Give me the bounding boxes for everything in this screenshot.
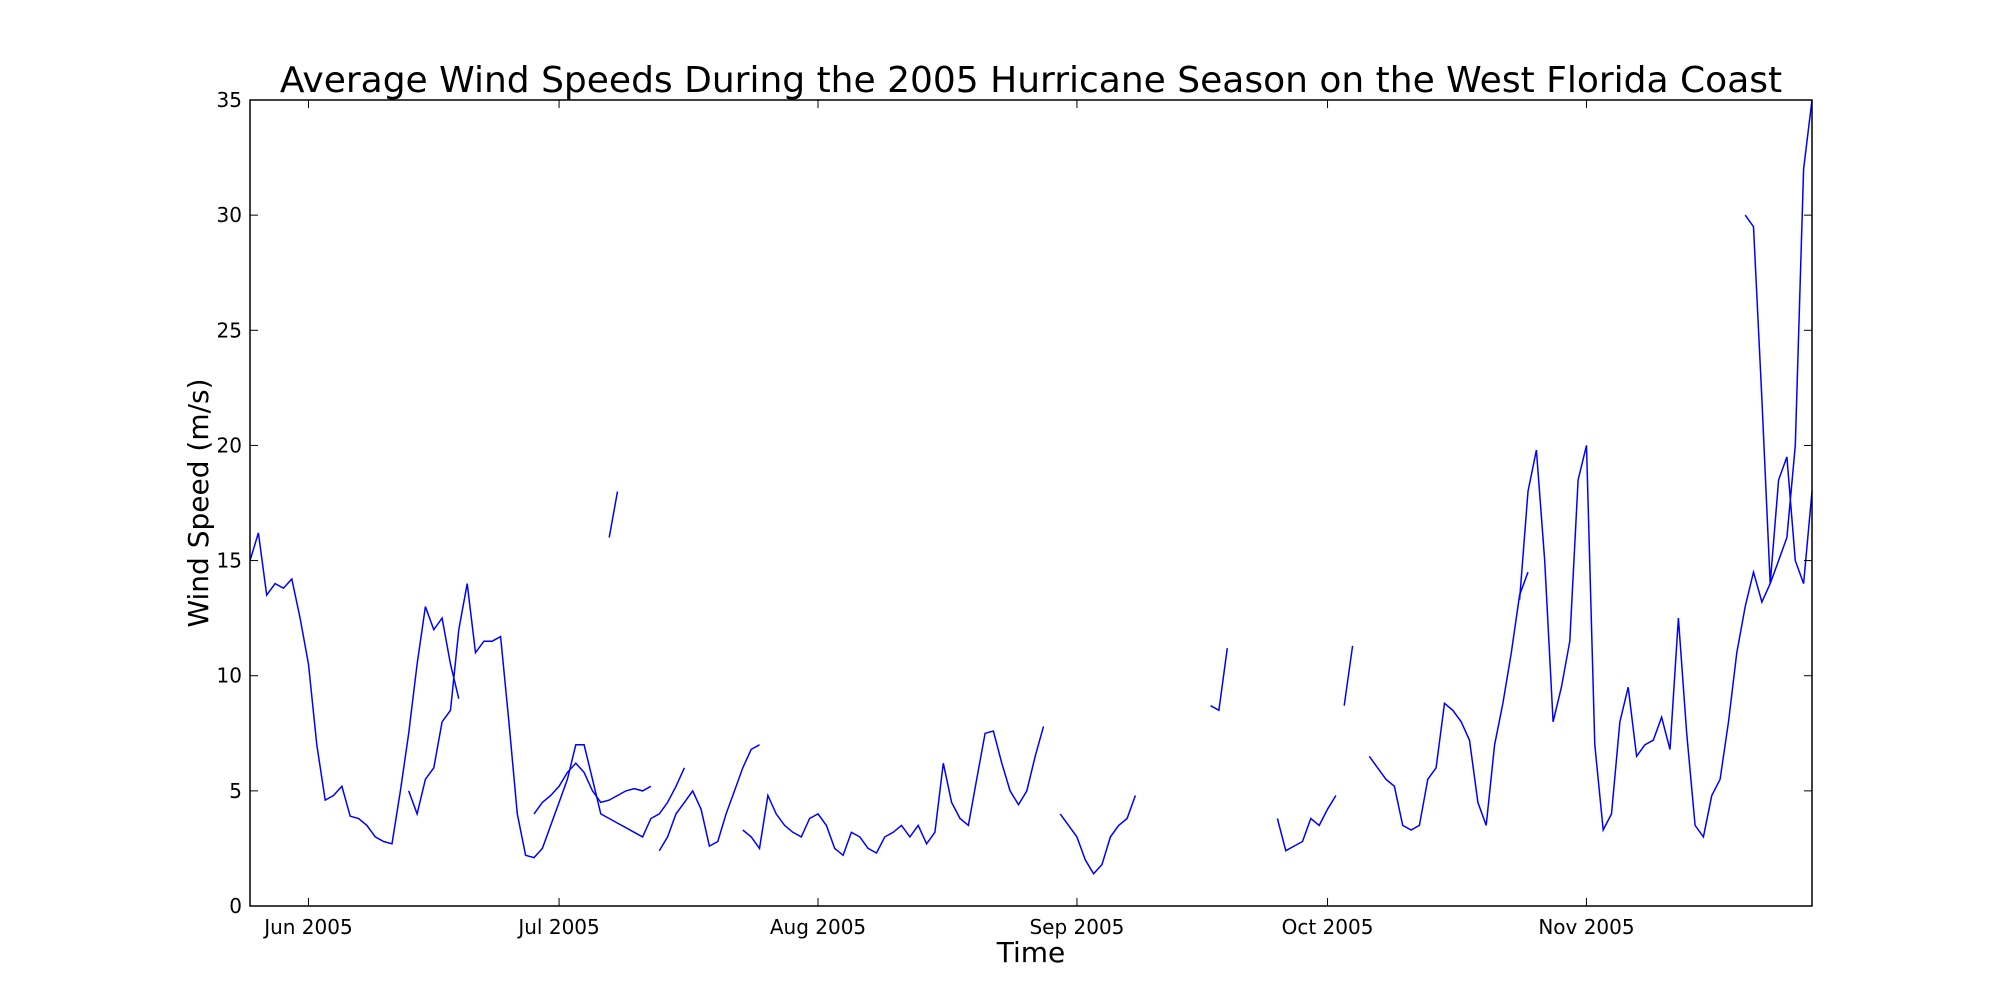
- plot-frame: [249, 99, 1813, 907]
- series-line-segment: [1059, 795, 1137, 876]
- y-tick-label: 15: [217, 549, 242, 573]
- y-tick-label: 30: [217, 203, 242, 227]
- ticks-layer: Jun 2005 Jul 2005 Aug 2005 Sep 2005 Oct 2005…: [217, 88, 1812, 939]
- series-line-segment: [1210, 647, 1229, 712]
- series-line-segment: [1744, 214, 1813, 584]
- series-line-segment: [1276, 795, 1337, 852]
- series-line-segment: [608, 491, 619, 538]
- x-tick-label: Oct 2005: [1282, 915, 1374, 939]
- series-line-segment: [407, 583, 686, 859]
- x-tick-label: Jul 2005: [516, 915, 599, 939]
- y-tick-label: 5: [229, 779, 242, 803]
- series-line-segment: [533, 762, 652, 815]
- y-axis-label: Wind Speed (m/s): [182, 378, 215, 627]
- chart-title: Average Wind Speeds During the 2005 Hurr…: [280, 60, 1782, 101]
- x-tick-label: Jun 2005: [262, 915, 353, 939]
- x-tick-label: Aug 2005: [770, 915, 866, 939]
- series-line-segment: [249, 532, 460, 845]
- y-tick-label: 35: [217, 88, 242, 112]
- plot-background: [250, 100, 1812, 906]
- series-line-segment: [1518, 99, 1813, 839]
- x-tick-label: Nov 2005: [1538, 915, 1634, 939]
- series-line-segment: [742, 726, 1045, 857]
- y-tick-label: 0: [229, 894, 242, 918]
- x-tick-label: Sep 2005: [1029, 915, 1124, 939]
- series-line-segment: [1368, 571, 1529, 831]
- y-tick-label: 10: [217, 664, 242, 688]
- series-line-segment: [658, 744, 760, 852]
- series-line-segment: [1343, 645, 1354, 706]
- y-tick-label: 20: [217, 433, 242, 457]
- series-layer: [249, 99, 1813, 876]
- x-axis-label: Time: [996, 936, 1066, 969]
- y-tick-label: 25: [217, 318, 242, 342]
